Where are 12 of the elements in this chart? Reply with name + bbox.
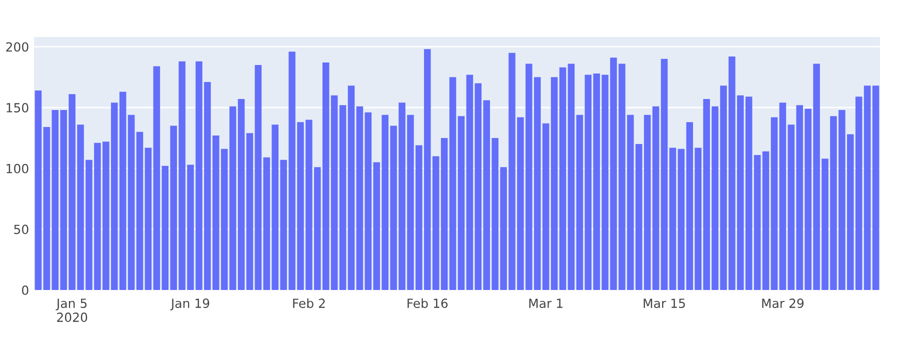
x-tick-label: Feb 16 xyxy=(408,298,448,308)
x-tick-label: Mar 1 xyxy=(529,298,562,308)
x-tick-label: Mar 29 xyxy=(762,298,804,308)
y-tick-label: 0 xyxy=(22,285,28,295)
y-tick-label: 150 xyxy=(6,103,28,112)
y-tick-label: 200 xyxy=(6,42,28,52)
x-tick-label: Jan 5 2020 xyxy=(56,298,88,322)
x-tick-label: Mar 15 xyxy=(644,298,685,308)
y-tick-label: 100 xyxy=(6,164,28,174)
x-tick-label: Jan 19 xyxy=(170,298,210,310)
y-tick-label: 50 xyxy=(14,224,28,234)
x-tick-label: Feb 2 xyxy=(293,298,325,308)
